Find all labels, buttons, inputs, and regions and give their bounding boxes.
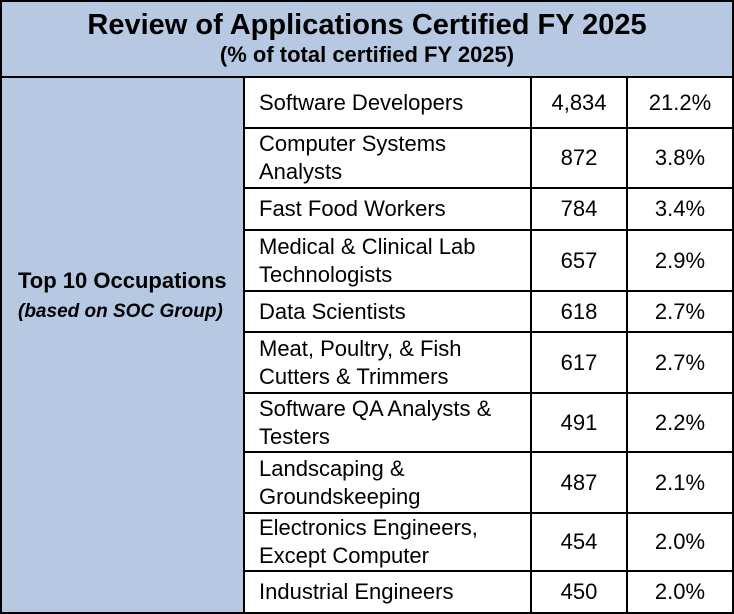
occupation-count: 487 xyxy=(530,451,628,514)
occupation-percent: 2.0% xyxy=(626,570,732,612)
table-row: Software Developers 4,834 21.2% xyxy=(245,78,732,129)
occupation-count: 618 xyxy=(530,290,628,333)
occupation-percent: 2.9% xyxy=(626,229,732,292)
occupation-name: Software Developers xyxy=(245,78,532,129)
occupation-name: Electronics Engineers, Except Computer xyxy=(245,512,532,572)
group-note: (based on SOC Group) xyxy=(18,301,223,322)
occupation-percent: 2.0% xyxy=(626,512,732,572)
occupation-percent: 2.7% xyxy=(626,290,732,333)
occupation-name: Landscaping & Groundskeeping xyxy=(245,451,532,514)
table-row: Electronics Engineers, Except Computer 4… xyxy=(245,512,732,572)
occupation-percent: 2.7% xyxy=(626,331,732,394)
occupation-percent: 3.8% xyxy=(626,127,732,189)
table-row: Meat, Poultry, & Fish Cutters & Trimmers… xyxy=(245,331,732,394)
table-row: Landscaping & Groundskeeping 487 2.1% xyxy=(245,451,732,514)
occupation-count: 784 xyxy=(530,187,628,231)
table-header: Review of Applications Certified FY 2025… xyxy=(2,2,732,78)
row-group-label: Top 10 Occupations (based on SOC Group) xyxy=(2,78,245,612)
occupation-percent: 2.1% xyxy=(626,451,732,514)
occupation-percent: 3.4% xyxy=(626,187,732,231)
occupation-percent: 21.2% xyxy=(626,78,732,129)
table-row: Fast Food Workers 784 3.4% xyxy=(245,187,732,231)
occupation-count: 450 xyxy=(530,570,628,612)
table-title: Review of Applications Certified FY 2025 xyxy=(87,9,647,41)
table-row: Data Scientists 618 2.7% xyxy=(245,290,732,333)
occupation-name: Medical & Clinical Lab Technologists xyxy=(245,229,532,292)
occupation-name: Software QA Analysts & Testers xyxy=(245,392,532,453)
occupation-count: 657 xyxy=(530,229,628,292)
table-row: Medical & Clinical Lab Technologists 657… xyxy=(245,229,732,292)
occupation-name: Industrial Engineers xyxy=(245,570,532,612)
occupations-table: Software Developers 4,834 21.2% Computer… xyxy=(245,78,732,612)
occupation-name: Data Scientists xyxy=(245,290,532,333)
occupation-count: 454 xyxy=(530,512,628,572)
occupation-count: 872 xyxy=(530,127,628,189)
table-row: Computer Systems Analysts 872 3.8% xyxy=(245,127,732,189)
table-row: Industrial Engineers 450 2.0% xyxy=(245,570,732,612)
occupation-percent: 2.2% xyxy=(626,392,732,453)
table-row: Software QA Analysts & Testers 491 2.2% xyxy=(245,392,732,453)
group-title: Top 10 Occupations xyxy=(18,268,227,293)
occupation-name: Meat, Poultry, & Fish Cutters & Trimmers xyxy=(245,331,532,394)
occupation-name: Computer Systems Analysts xyxy=(245,127,532,189)
occupation-name: Fast Food Workers xyxy=(245,187,532,231)
occupation-count: 4,834 xyxy=(530,78,628,129)
occupation-count: 491 xyxy=(530,392,628,453)
occupation-count: 617 xyxy=(530,331,628,394)
table-subtitle: (% of total certified FY 2025) xyxy=(219,42,515,67)
